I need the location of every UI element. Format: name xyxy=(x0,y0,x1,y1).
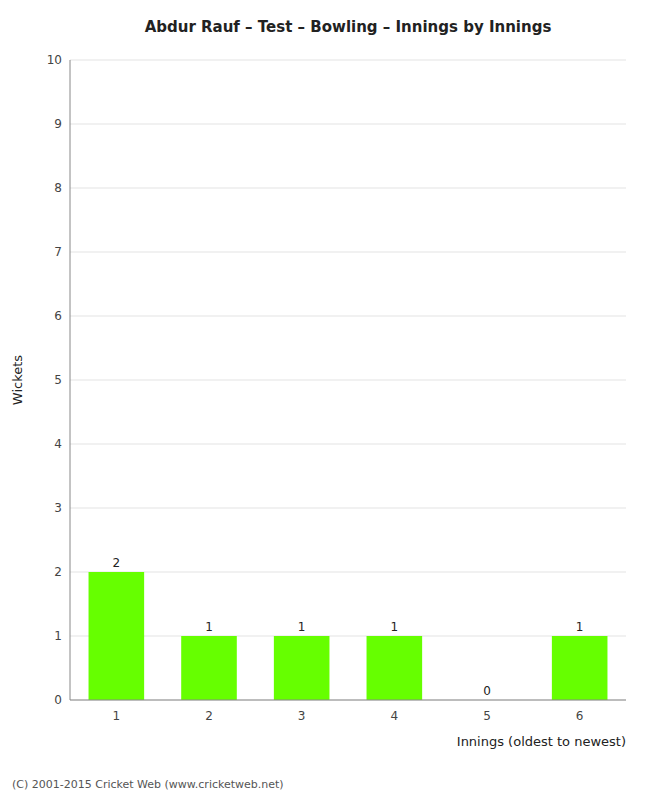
data-label: 1 xyxy=(391,620,399,634)
grid-line xyxy=(70,252,626,253)
x-axis-line xyxy=(70,700,626,701)
x-tick-label: 4 xyxy=(391,709,399,723)
data-label: 1 xyxy=(576,620,584,634)
bar xyxy=(274,636,330,700)
grid-line xyxy=(70,380,626,381)
y-axis-label: Wickets xyxy=(10,355,25,405)
data-label: 0 xyxy=(483,684,491,698)
y-tick-label: 2 xyxy=(54,565,62,579)
x-tick-label: 2 xyxy=(205,709,213,723)
y-tick-label: 5 xyxy=(54,373,62,387)
bar xyxy=(181,636,237,700)
y-tick-label: 3 xyxy=(54,501,62,515)
grid-line xyxy=(70,572,626,573)
bar xyxy=(367,636,423,700)
grid-line xyxy=(70,444,626,445)
y-tick-label: 7 xyxy=(54,245,62,259)
y-tick-label: 9 xyxy=(54,117,62,131)
x-tick-label: 1 xyxy=(113,709,121,723)
y-tick-label: 1 xyxy=(54,629,62,643)
grid-line xyxy=(70,316,626,317)
grid-line xyxy=(70,124,626,125)
data-label: 1 xyxy=(298,620,306,634)
chart-container: 012345678910211101123456Innings (oldest … xyxy=(0,0,650,800)
x-axis-label: Innings (oldest to newest) xyxy=(457,734,626,749)
bar xyxy=(89,572,145,700)
footer: (C) 2001-2015 Cricket Web (www.cricketwe… xyxy=(12,778,284,791)
grid-line xyxy=(70,188,626,189)
title: Abdur Rauf – Test – Bowling – Innings by… xyxy=(145,18,552,36)
y-tick-label: 6 xyxy=(54,309,62,323)
x-tick-label: 6 xyxy=(576,709,584,723)
x-tick-label: 3 xyxy=(298,709,306,723)
y-ticks: 0 1 2 3 4 5 6 7 8 9 10 xyxy=(47,53,62,707)
data-labels: 2 1 1 1 0 1 xyxy=(113,556,584,698)
background xyxy=(0,0,650,800)
bars xyxy=(89,572,608,700)
x-ticks: 1 2 3 4 5 6 xyxy=(113,709,584,723)
y-axis-line xyxy=(70,60,71,700)
grid-line xyxy=(70,700,626,701)
grid-line xyxy=(70,636,626,637)
bar xyxy=(552,636,608,700)
data-label: 1 xyxy=(205,620,213,634)
grid xyxy=(70,60,626,700)
y-tick-label: 0 xyxy=(54,693,62,707)
y-tick-label: 4 xyxy=(54,437,62,451)
y-tick-label: 10 xyxy=(47,53,62,67)
x-tick-label: 5 xyxy=(483,709,491,723)
data-label: 2 xyxy=(113,556,121,570)
grid-line xyxy=(70,508,626,509)
grid-line xyxy=(70,60,626,61)
chart-svg: 012345678910211101123456Innings (oldest … xyxy=(0,0,650,800)
y-tick-label: 8 xyxy=(54,181,62,195)
